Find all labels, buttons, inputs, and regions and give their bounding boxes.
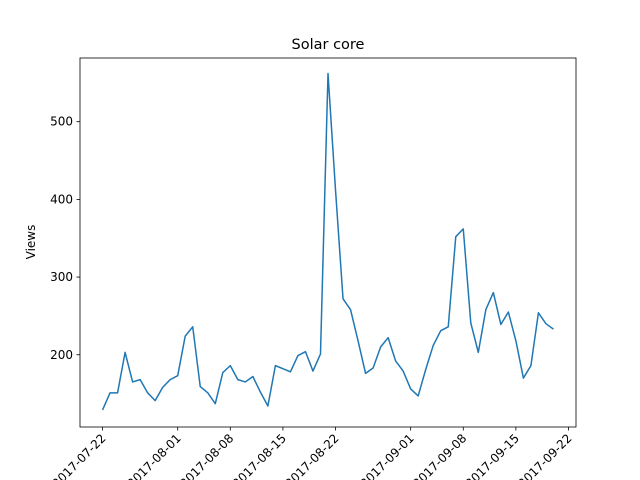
data-line <box>101 72 554 411</box>
y-tick-label: 500 <box>50 115 73 129</box>
chart-title: Solar core <box>292 37 365 53</box>
x-tick-label: 2017-09-08 <box>410 431 469 480</box>
x-tick-label: 2017-08-08 <box>177 431 236 480</box>
y-tick-label: 400 <box>50 192 73 206</box>
x-tick-label: 2017-09-22 <box>515 431 574 480</box>
x-tick-label: 2017-08-22 <box>282 431 341 480</box>
x-tick-label: 2017-09-01 <box>358 431 417 480</box>
y-axis-label: Views <box>24 225 38 260</box>
x-tick-label: 2017-07-22 <box>49 431 108 480</box>
y-tick-label: 200 <box>50 348 73 362</box>
plot-frame <box>79 57 577 428</box>
y-tick-label: 300 <box>50 270 73 284</box>
x-tick-label: 2017-08-15 <box>230 431 289 480</box>
x-tick-label: 2017-08-01 <box>125 431 184 480</box>
x-tick-label: 2017-09-15 <box>463 431 522 480</box>
